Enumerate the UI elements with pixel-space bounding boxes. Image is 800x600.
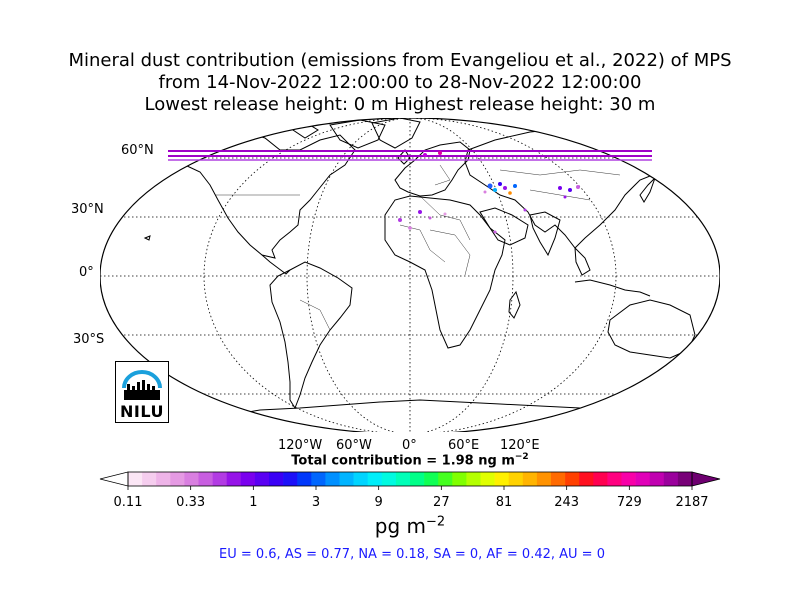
colorbar-unit-label: pg m — [374, 514, 427, 538]
colorbar-tick-label: 27 — [433, 495, 450, 510]
nilu-logo: NILU — [115, 361, 169, 423]
lat-label-60n: 60°N — [121, 143, 154, 158]
lon-label-120w: 120°W — [278, 438, 323, 453]
lon-label-0: 0° — [402, 438, 417, 453]
colorbar-tick-label: 3 — [311, 495, 321, 510]
colorbar-tick-label: 2187 — [675, 495, 709, 510]
title-line-2: from 14-Nov-2022 12:00:00 to 28-Nov-2022… — [158, 72, 642, 93]
colorbar-unit: pg m−2 — [0, 514, 800, 538]
lat-label-0: 0° — [79, 265, 94, 280]
colorbar-unit-exponent: −2 — [426, 514, 446, 530]
colorbar-tick-label: 0.33 — [176, 495, 206, 510]
total-contribution-exponent: −2 — [514, 452, 529, 462]
lat-label-30n: 30°N — [71, 202, 104, 217]
total-contribution-label: Total contribution = 1.98 ng m — [291, 453, 515, 469]
nilu-logo-text: NILU — [120, 402, 164, 421]
title-line-3: Lowest release height: 0 m Highest relea… — [144, 94, 656, 115]
colorbar-tick-label: 1 — [249, 495, 258, 510]
colorbar-tick-label: 0.11 — [113, 495, 143, 510]
lon-label-60e: 60°E — [448, 438, 480, 453]
lon-label-60w: 60°W — [336, 438, 372, 453]
nilu-logo-icon — [122, 370, 162, 400]
meridian-60 — [306, 118, 514, 432]
station-band — [168, 150, 652, 161]
title-line-1: Mineral dust contribution (emissions fro… — [68, 50, 732, 71]
colorbar-tick-label: 729 — [616, 495, 642, 510]
dust-plume — [398, 151, 580, 234]
colorbar-tick-label: 243 — [554, 495, 580, 510]
colorbar-tick-label: 81 — [495, 495, 513, 510]
total-contribution: Total contribution = 1.98 ng m−2 — [0, 452, 800, 468]
meridian-120 — [203, 118, 617, 432]
regional-contributions: EU = 0.6, AS = 0.77, NA = 0.18, SA = 0, … — [219, 547, 605, 562]
colorbar-tick-label: 9 — [374, 495, 383, 510]
lon-label-120e: 120°E — [500, 438, 540, 453]
lat-label-30s: 30°S — [73, 332, 105, 347]
